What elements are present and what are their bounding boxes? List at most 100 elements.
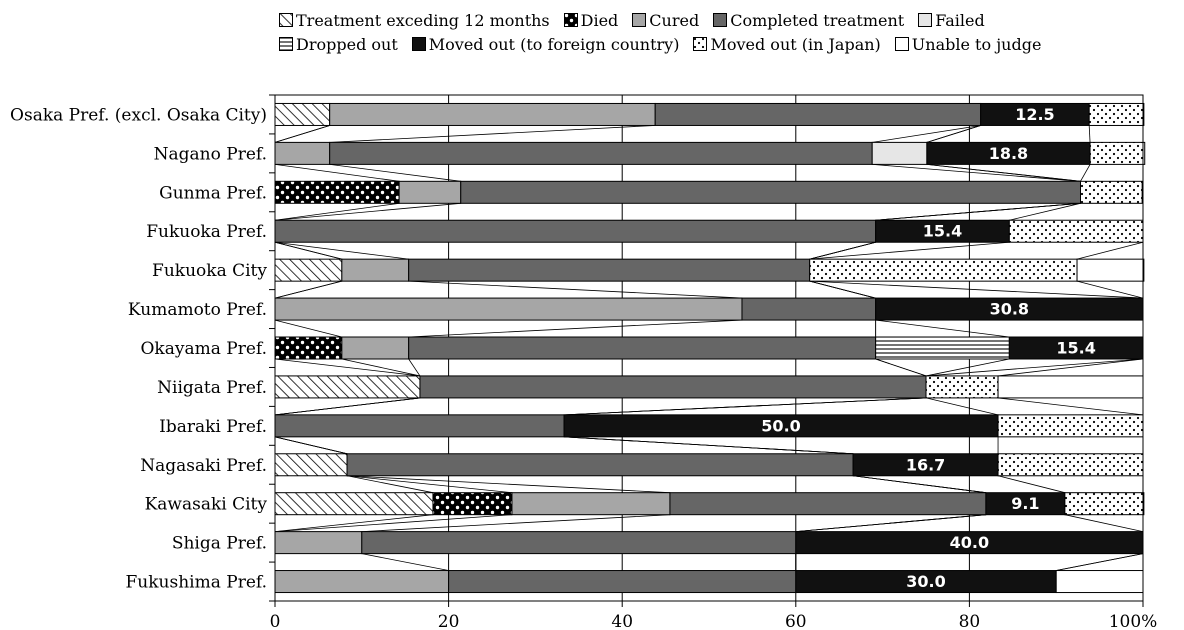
plot-frame (274, 94, 1144, 602)
bar-niigata-pref (274, 375, 1144, 399)
x-tick-label: 60 (785, 612, 807, 630)
data-labels: 12.5 18.8 15.4 30.8 15.4 50.0 16.7 9.1 40.0 30.0 (761, 105, 1096, 591)
connector-line (997, 358, 1144, 377)
legend-label: Failed (935, 10, 985, 30)
connector-line (809, 280, 876, 299)
x-tick-label: 100% (1109, 612, 1158, 630)
bar-gunma-pref (274, 180, 1143, 204)
connector-line (341, 358, 421, 377)
connector-line (925, 397, 999, 416)
segment-unable-to-judge (1076, 258, 1145, 282)
segment-treatment-exceding-12-months (274, 258, 343, 282)
x-tick-label: 0 (270, 612, 281, 630)
connector-line (926, 163, 1081, 182)
connector-line (408, 358, 421, 377)
connector-line (274, 514, 434, 533)
data-label: 50.0 (761, 416, 800, 435)
segment-treatment-exceding-12-months (274, 453, 348, 477)
segment-cured (274, 297, 743, 321)
segment-moved-out-in-japan (1064, 492, 1145, 516)
connector-line (564, 436, 854, 455)
segment-cured (511, 492, 671, 516)
segment-died (274, 180, 400, 204)
segment-moved-out-in-japan (925, 375, 999, 399)
connector-line (564, 397, 927, 416)
data-label: 16.7 (906, 455, 945, 474)
segment-completed-treatment (460, 180, 1082, 204)
legend-item-died: Died (563, 11, 633, 30)
bar-shiga-pref (274, 531, 1144, 555)
connector-line (274, 241, 342, 260)
legend-label: Treatment exceding 12 months (296, 10, 550, 30)
connector-line (809, 241, 876, 260)
connector-line (997, 475, 1065, 494)
y-tick-label: Fukuoka City (152, 261, 267, 281)
segment-cured (341, 336, 410, 360)
connector-line (274, 163, 400, 182)
segment-completed-treatment (329, 141, 873, 165)
legend-swatch-dropped-out (279, 37, 293, 51)
bars (274, 102, 1146, 594)
segment-treatment-exceding-12-months (274, 492, 434, 516)
bar-kumamoto-pref (274, 297, 1144, 321)
connector-line (875, 319, 1010, 338)
segment-completed-treatment (654, 102, 982, 126)
connector-line (925, 358, 1144, 377)
bar-nagasaki-pref (274, 453, 1144, 477)
data-label: 30.0 (906, 572, 945, 591)
connector-line (274, 436, 348, 455)
data-label: 30.8 (990, 300, 1029, 319)
data-label: 9.1 (1011, 494, 1039, 513)
data-label: 18.8 (989, 144, 1028, 163)
y-tick-label: Gunma Pref. (159, 183, 267, 203)
segment-cured (398, 180, 462, 204)
legend-label: Unable to judge (911, 34, 1042, 54)
connector-line (346, 475, 434, 494)
y-tick-label: Shiga Pref. (172, 534, 267, 554)
data-label: 15.4 (1056, 339, 1095, 358)
connector-line (795, 514, 986, 533)
segment-treatment-exceding-12-months (274, 375, 421, 399)
connector-line (875, 358, 927, 377)
legend-item-completed-treatment: Completed treatment (713, 11, 918, 30)
bar-fukushima-pref (274, 570, 1144, 594)
connector-line (926, 125, 981, 143)
segment-completed-treatment (741, 297, 877, 321)
legend-item-treatment-exceding-12-months: Treatment exceding 12 months (279, 11, 564, 30)
legend-item-moved-out-in-japan: Moved out (in Japan) (693, 35, 894, 54)
y-tick-label: Nagasaki Pref. (140, 456, 267, 476)
connector-line (1076, 241, 1144, 260)
segment-moved-out-in-japan (1088, 102, 1145, 126)
axes: Osaka Pref. (excl. Osaka City) Nagano Pre… (10, 94, 1158, 630)
connector-line (408, 280, 743, 299)
segment-unable-to-judge (997, 375, 1144, 399)
x-tick-label: 40 (611, 612, 633, 630)
y-tick-label: Nagano Pref. (154, 144, 267, 164)
legend-item-unable-to-judge: Unable to judge (894, 34, 1056, 54)
bar-fukuoka-city (274, 258, 1145, 282)
connector-line (853, 475, 986, 494)
connector-line (997, 397, 1144, 416)
bar-osaka-pref-excl-osaka-city (274, 102, 1145, 126)
connector-line (872, 125, 981, 143)
y-tick-label: Kawasaki City (145, 495, 268, 515)
y-tick-label: Fukushima Pref. (126, 573, 267, 593)
legend-swatch-treatment-exceding-12-months (279, 13, 293, 27)
legend-swatch-moved-out-to-foreign-country (411, 37, 426, 51)
connector-line (274, 125, 330, 143)
connector-lines (274, 125, 1144, 571)
bar-kawasaki-city (274, 492, 1145, 516)
segment-completed-treatment (274, 414, 565, 438)
y-tick-label: Okayama Pref. (141, 339, 268, 359)
connector-line (274, 514, 512, 533)
connector-line (1080, 164, 1091, 182)
connector-line (809, 241, 1010, 260)
legend-item-dropped-out: Dropped out (279, 35, 412, 54)
segment-died (432, 492, 513, 516)
connector-line (274, 397, 421, 416)
legend-label: Dropped out (296, 34, 398, 54)
connector-line (1088, 125, 1091, 143)
connector-line (347, 475, 670, 494)
connector-line (361, 514, 670, 533)
